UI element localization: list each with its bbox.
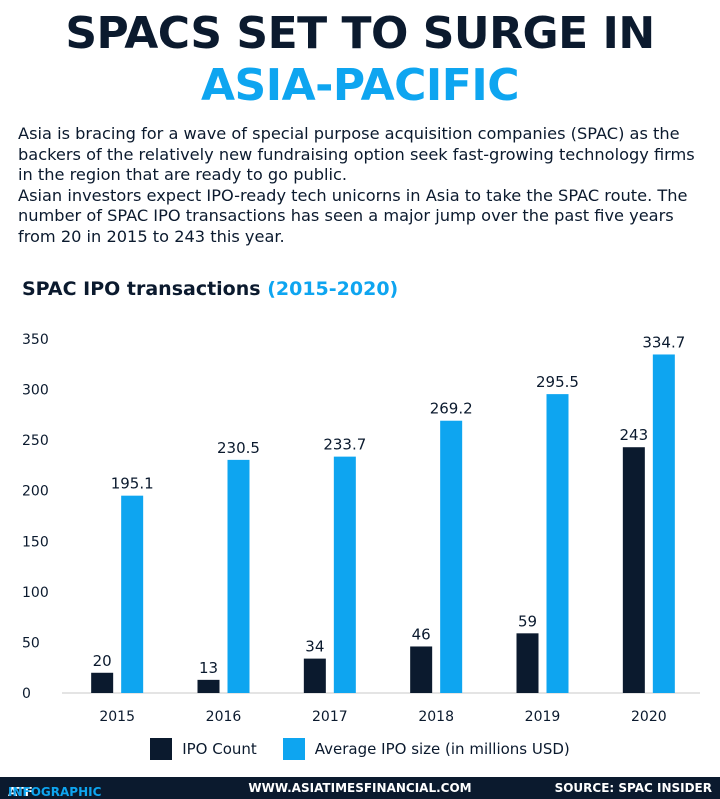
- bar-avg-ipo-size: [652, 354, 675, 693]
- legend-label-ipo-count: IPO Count: [182, 740, 257, 758]
- footer-source: SOURCE: SPAC INSIDER: [554, 781, 712, 795]
- legend-item-avg-ipo-size: Average IPO size (in millions USD): [282, 738, 570, 760]
- headline-line-2: ASIA-PACIFIC: [200, 60, 520, 111]
- data-label-ipo-count: 20: [93, 652, 112, 670]
- y-tick-label: 0: [22, 686, 31, 702]
- x-tick-label: 2020: [631, 709, 667, 725]
- intro-text: Asia is bracing for a wave of special pu…: [18, 124, 708, 247]
- headline-line-1: SPACS SET TO SURGE IN: [65, 8, 655, 59]
- headline: SPACS SET TO SURGE IN ASIA-PACIFIC: [0, 8, 720, 112]
- chart-title: SPAC IPO transactions (2015-2020): [22, 278, 398, 300]
- y-tick-label: 300: [22, 383, 49, 399]
- intro-paragraph-1: Asia is bracing for a wave of special pu…: [18, 124, 695, 184]
- y-tick-label: 100: [22, 585, 49, 601]
- legend-swatch-ipo-count: [150, 738, 173, 760]
- chart-title-main: SPAC IPO transactions: [22, 278, 261, 300]
- bar-ipo-count: [91, 672, 114, 693]
- bar-chart: 0 50 100 150 200 250 300 350 20 195.1 2015 13 230.5 2…: [22, 332, 700, 725]
- legend-swatch-avg-ipo-size: [282, 738, 305, 760]
- footer-website: WWW.ASIATIMESFINANCIAL.COM: [248, 781, 472, 795]
- footer-brand-highlight: INFOGRAPHIC: [8, 785, 102, 799]
- bar-ipo-count: [516, 633, 539, 693]
- bar-avg-ipo-size: [440, 420, 463, 693]
- bar-ipo-count: [197, 679, 220, 693]
- bar-avg-ipo-size: [333, 456, 356, 693]
- data-label-avg-ipo-size: 195.1: [111, 475, 154, 493]
- data-label-avg-ipo-size: 295.5: [536, 373, 579, 391]
- bar-ipo-count: [622, 447, 645, 693]
- y-tick-label: 50: [22, 635, 40, 651]
- intro-paragraph-2: Asian investors expect IPO-ready tech un…: [18, 185, 688, 246]
- data-label-avg-ipo-size: 269.2: [430, 400, 473, 418]
- x-tick-label: 2017: [312, 709, 348, 725]
- legend-label-avg-ipo-size: Average IPO size (in millions USD): [314, 740, 570, 758]
- bar-avg-ipo-size: [121, 495, 144, 693]
- footer-brand-prefix: ATF: [8, 785, 33, 799]
- footer-bar: ATF INFOGRAPHIC WWW.ASIATIMESFINANCIAL.C…: [0, 777, 720, 799]
- y-tick-label: 250: [22, 433, 49, 449]
- bar-avg-ipo-size: [227, 459, 250, 693]
- chart-legend: IPO Count Average IPO size (in millions …: [0, 738, 720, 760]
- chart-title-years: (2015-2020): [267, 278, 399, 300]
- data-label-ipo-count: 13: [199, 659, 218, 677]
- y-tick-label: 200: [22, 484, 49, 500]
- x-tick-label: 2015: [99, 709, 135, 725]
- bar-ipo-count: [303, 658, 326, 693]
- data-label-ipo-count: 46: [412, 625, 431, 643]
- y-tick-label: 150: [22, 534, 49, 550]
- bar-ipo-count: [410, 646, 433, 693]
- data-label-ipo-count: 59: [518, 612, 537, 630]
- data-label-ipo-count: 34: [305, 638, 324, 656]
- legend-item-ipo-count: IPO Count: [150, 738, 257, 760]
- data-label-ipo-count: 243: [620, 426, 649, 444]
- y-tick-label: 350: [22, 332, 49, 348]
- x-tick-label: 2018: [418, 709, 454, 725]
- data-label-avg-ipo-size: 233.7: [323, 436, 366, 454]
- data-label-avg-ipo-size: 334.7: [642, 333, 685, 351]
- x-tick-label: 2019: [525, 709, 561, 725]
- x-tick-label: 2016: [206, 709, 242, 725]
- bar-avg-ipo-size: [546, 394, 569, 693]
- data-label-avg-ipo-size: 230.5: [217, 439, 260, 457]
